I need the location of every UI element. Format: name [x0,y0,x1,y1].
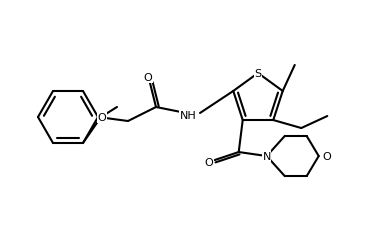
Text: O: O [144,73,152,83]
Text: O: O [98,112,106,122]
Text: O: O [204,157,213,167]
Text: NH: NH [180,110,196,120]
Text: S: S [255,69,261,79]
Text: N: N [263,151,271,161]
Text: O: O [322,151,331,161]
